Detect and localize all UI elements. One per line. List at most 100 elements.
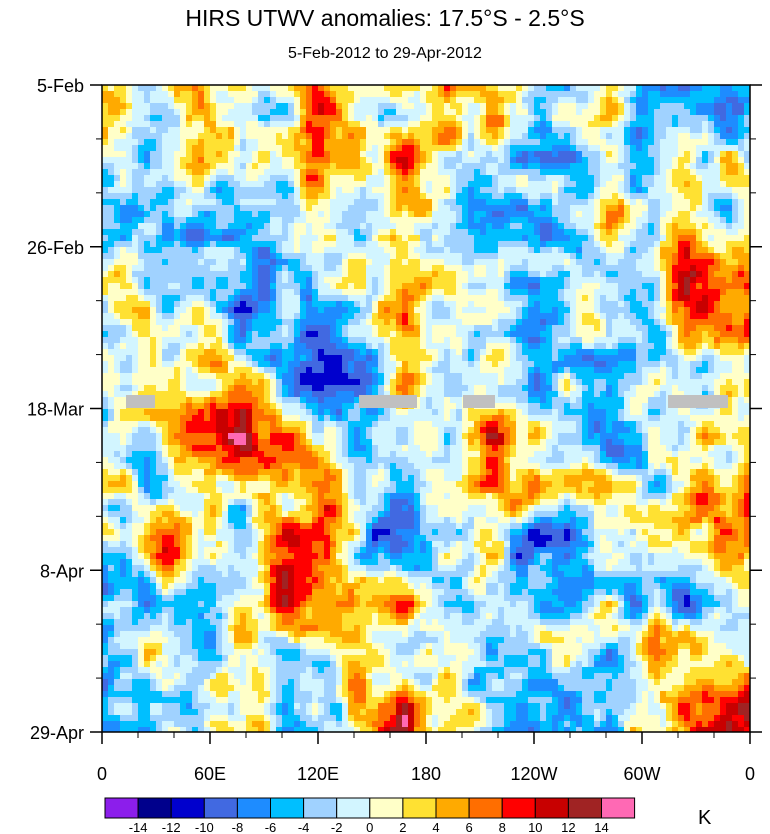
heat-cell [618,277,624,283]
heat-cell [540,271,546,277]
heat-cell [606,319,612,325]
heat-cell [420,277,426,283]
heat-cell [138,241,144,247]
heat-cell [576,109,582,115]
heat-cell [456,187,462,193]
heat-cell [456,211,462,217]
heat-cell [306,265,312,271]
heat-cell [282,313,288,319]
heat-cell [390,109,396,115]
heat-cell [306,91,312,97]
heat-cell [708,295,714,301]
heat-cell [468,145,474,151]
heat-cell [342,115,348,121]
heat-cell [270,349,276,355]
heat-cell [198,361,204,367]
heat-cell [204,145,210,151]
heat-cell [510,325,516,331]
heat-cell [498,241,504,247]
heat-cell [630,187,636,193]
heat-cell [282,319,288,325]
heat-cell [414,307,420,313]
heat-cell [288,325,294,331]
heat-cell [666,121,672,127]
heat-cell [396,247,402,253]
heat-cell [120,205,126,211]
heat-cell [168,121,174,127]
heat-cell [318,133,324,139]
heat-cell [222,289,228,295]
heat-cell [312,151,318,157]
heat-cell [288,145,294,151]
heat-cell [462,97,468,103]
heat-cell [516,259,522,265]
heat-cell [504,277,510,283]
heat-cell [264,91,270,97]
heat-cell [120,361,126,367]
heat-cell [282,91,288,97]
heat-cell [264,97,270,103]
heat-cell [102,319,108,325]
heat-cell [486,103,492,109]
heat-cell [120,223,126,229]
heat-cell [444,301,450,307]
heat-cell [432,97,438,103]
heat-cell [732,229,738,235]
heat-cell [198,337,204,343]
heat-cell [618,145,624,151]
heat-cell [690,247,696,253]
heat-cell [594,307,600,313]
heat-cell [522,91,528,97]
heat-cell [690,85,696,91]
heat-cell [660,139,666,145]
heat-cell [108,187,114,193]
heat-cell [462,235,468,241]
heat-cell [558,163,564,169]
heat-cell [108,175,114,181]
heat-cell [192,151,198,157]
heat-cell [138,307,144,313]
heat-cell [186,181,192,187]
heat-cell [270,235,276,241]
heat-cell [534,253,540,259]
heat-cell [312,301,318,307]
heat-cell [582,289,588,295]
heat-cell [408,133,414,139]
heat-cell [144,259,150,265]
heat-cell [588,91,594,97]
heat-cell [420,319,426,325]
heat-cell [534,319,540,325]
heat-cell [654,355,660,361]
heat-cell [216,139,222,145]
heat-cell [588,247,594,253]
heat-cell [492,319,498,325]
heat-cell [540,277,546,283]
heat-cell [234,229,240,235]
heat-cell [186,361,192,367]
heat-cell [468,211,474,217]
heat-cell [654,307,660,313]
heat-cell [594,235,600,241]
heat-cell [216,349,222,355]
heat-cell [384,217,390,223]
heat-cell [576,97,582,103]
heat-cell [528,133,534,139]
heat-cell [102,325,108,331]
heat-cell [126,163,132,169]
heat-cell [486,139,492,145]
heat-cell [618,205,624,211]
heat-cell [618,295,624,301]
heat-cell [624,241,630,247]
heat-cell [390,259,396,265]
heat-cell [372,355,378,361]
heat-cell [192,283,198,289]
heat-cell [684,193,690,199]
heat-cell [444,271,450,277]
heat-cell [588,349,594,355]
heat-cell [162,133,168,139]
heat-cell [564,277,570,283]
heat-cell [342,85,348,91]
heat-cell [468,259,474,265]
heat-cell [336,229,342,235]
heat-cell [744,241,750,247]
